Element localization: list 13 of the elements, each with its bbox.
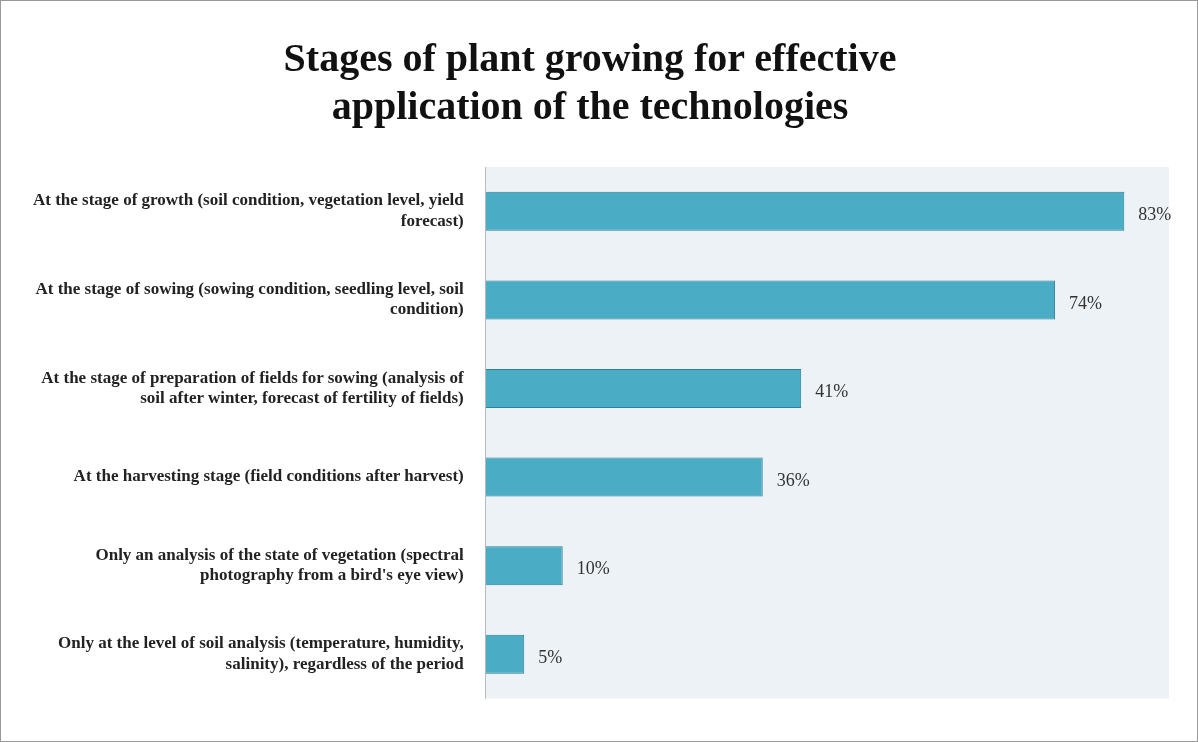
y-tick-label: Only at the level of soil analysis (temperature, humidity, salinity), regardless of the period <box>57 633 465 673</box>
y-tick-label: At the stage of preparation of fields for sowing (analysis of soil after winter, forecast of fertility of fields) <box>41 367 465 408</box>
data-label: 74% <box>1069 292 1103 313</box>
data-label: 10% <box>576 558 610 579</box>
y-tick-label: At the harvesting stage (field conditions after harvest) <box>73 466 464 486</box>
y-tick-label: At the stage of sowing (sowing condition, seedling level, soil condition) <box>35 279 465 319</box>
data-label: 83% <box>1138 204 1172 225</box>
y-tick-label: At the stage of growth (soil condition, vegetation level, yield forecast) <box>33 190 465 230</box>
chart-title: Stages of plant growing for effective application of the technologies <box>283 35 897 129</box>
data-label: 5% <box>538 647 563 668</box>
y-tick-label: Only an analysis of the state of vegetation (spectral photography from a bird's eye view) <box>95 544 465 585</box>
data-label: 41% <box>815 381 849 402</box>
data-label: 36% <box>776 469 810 490</box>
